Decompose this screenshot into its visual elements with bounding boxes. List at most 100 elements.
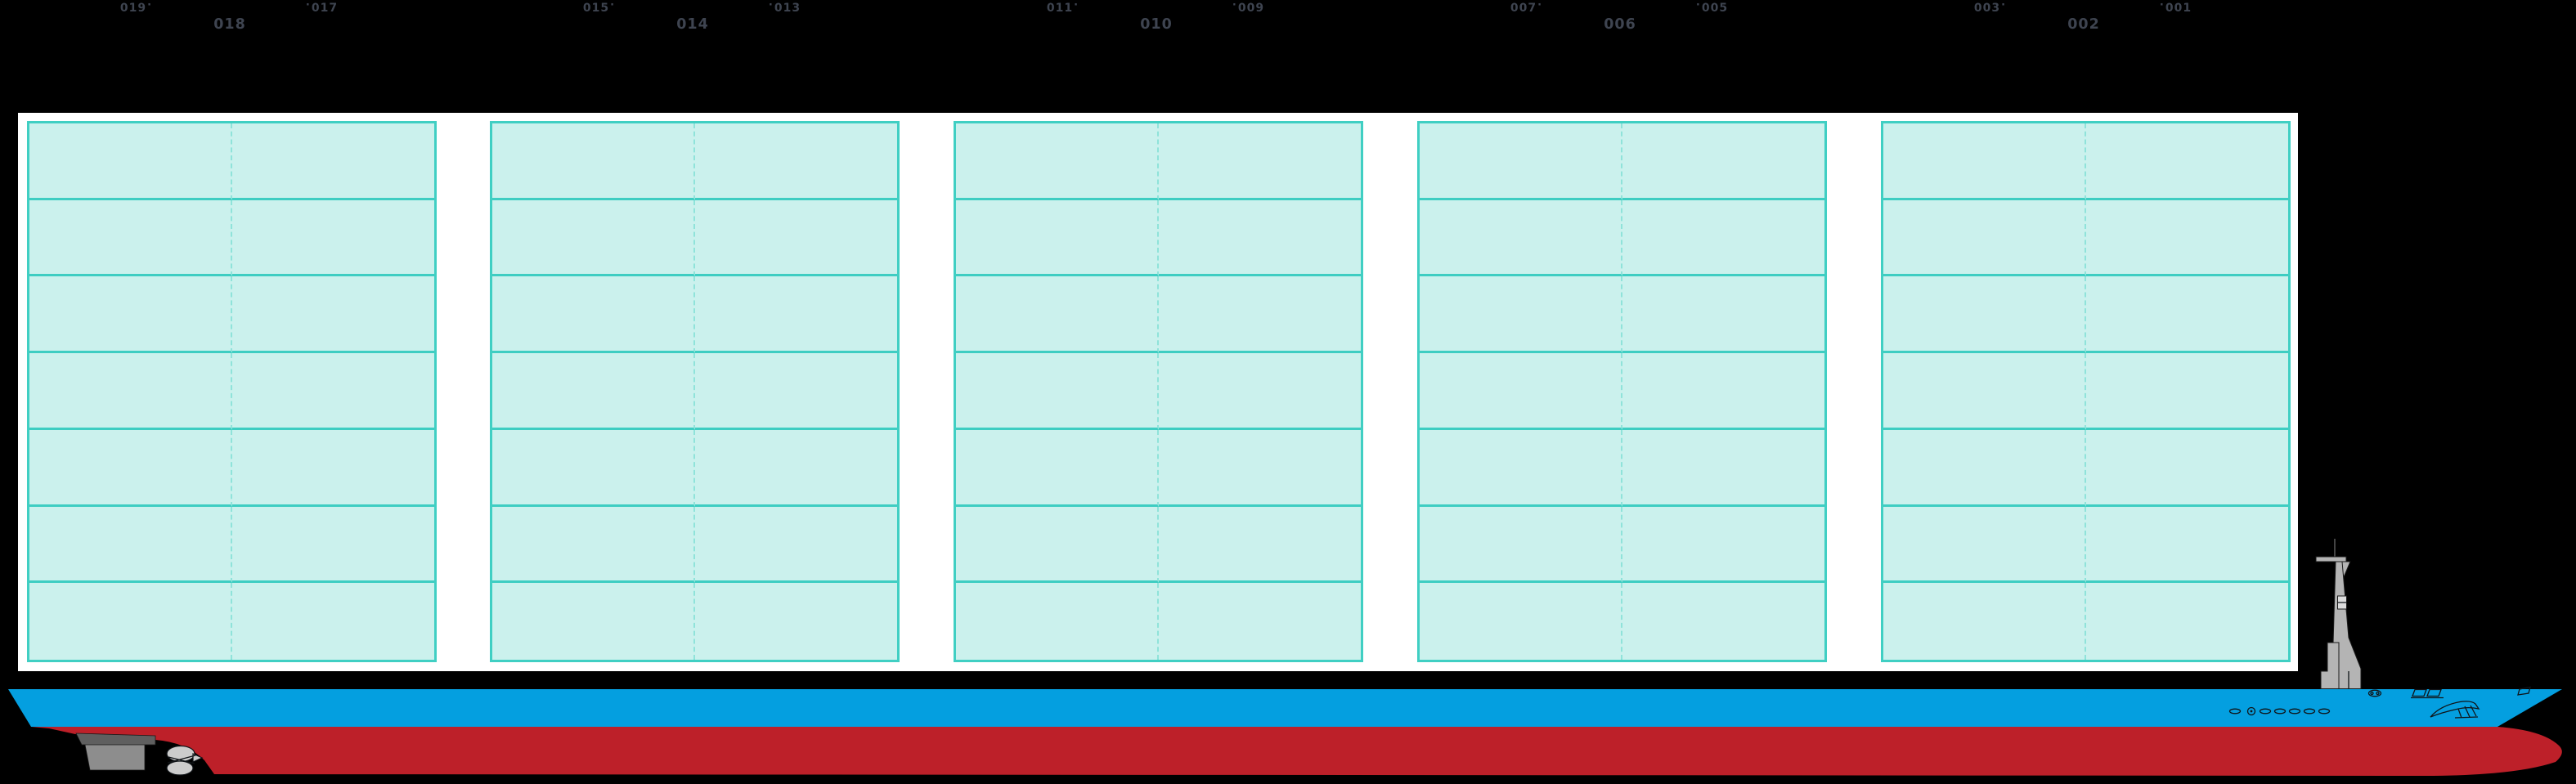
bay-cell[interactable] xyxy=(1158,200,1361,277)
cargo-panel xyxy=(18,113,2298,671)
propeller xyxy=(166,745,204,776)
bay-cell[interactable] xyxy=(29,429,232,507)
mast-base-step xyxy=(2320,642,2340,689)
tick-mark: · xyxy=(305,0,311,11)
bay-cell[interactable] xyxy=(492,353,695,430)
bay-cell[interactable] xyxy=(1883,353,2086,430)
bay-number: 001 xyxy=(2165,2,2192,15)
tick-mark: · xyxy=(1232,0,1237,11)
bay-cell[interactable] xyxy=(492,583,695,660)
bay-cell[interactable] xyxy=(1622,200,1824,277)
bay-cell[interactable] xyxy=(1883,199,2086,277)
bay-cell[interactable] xyxy=(956,199,1159,277)
bay-label-017: ·017 xyxy=(305,0,339,15)
bay-cell[interactable] xyxy=(1883,429,2086,507)
bay-label-013: ·013 xyxy=(768,0,801,15)
bay-cell[interactable] xyxy=(694,507,897,584)
bay-cell[interactable] xyxy=(29,353,232,430)
bay-label-009: ·009 xyxy=(1232,0,1265,15)
bay-cell[interactable] xyxy=(1622,276,1824,354)
bay-cell[interactable] xyxy=(1158,276,1361,354)
bay-label-006: 006 xyxy=(1604,17,1636,32)
bay-cell[interactable] xyxy=(231,200,434,277)
bay-cell[interactable] xyxy=(2085,276,2288,354)
bay-label-014: 014 xyxy=(676,17,709,32)
bay-cell[interactable] xyxy=(2085,507,2288,584)
bay-cell[interactable] xyxy=(956,353,1159,430)
bay-cell[interactable] xyxy=(1158,507,1361,584)
bay-block-010 xyxy=(954,121,1363,662)
bay-cell[interactable] xyxy=(2085,353,2288,430)
windlass-icon xyxy=(2367,689,2382,697)
bay-label-010: 010 xyxy=(1140,17,1173,32)
bay-label-018: 018 xyxy=(213,17,246,32)
bay-cell[interactable] xyxy=(492,276,695,354)
bay-cell[interactable] xyxy=(694,276,897,354)
bay-cell[interactable] xyxy=(492,199,695,277)
bay-cell[interactable] xyxy=(1622,430,1824,507)
bay-cell[interactable] xyxy=(2085,123,2288,200)
bay-cell[interactable] xyxy=(694,200,897,277)
bay-number: 007 xyxy=(1510,2,1537,15)
mooring-winch-icon xyxy=(2246,706,2256,716)
bay-cell[interactable] xyxy=(1420,276,1622,354)
bay-cell[interactable] xyxy=(956,583,1159,660)
propeller-blade-lines xyxy=(167,755,196,764)
tick-mark: · xyxy=(2001,0,2007,11)
bay-cell[interactable] xyxy=(1420,123,1622,200)
bay-cell[interactable] xyxy=(1158,430,1361,507)
bay-cell[interactable] xyxy=(956,123,1159,200)
bay-cell[interactable] xyxy=(2085,200,2288,277)
bay-cell[interactable] xyxy=(231,507,434,584)
bay-cell[interactable] xyxy=(956,429,1159,507)
bay-number: 003 xyxy=(1973,2,2001,15)
deck-hatches xyxy=(2411,688,2444,699)
bay-cell[interactable] xyxy=(231,353,434,430)
bay-cell[interactable] xyxy=(1420,429,1622,507)
bay-number: 009 xyxy=(1237,2,1265,15)
bay-cell[interactable] xyxy=(492,429,695,507)
bay-cell[interactable] xyxy=(956,506,1159,584)
bay-number: 017 xyxy=(311,2,339,15)
bay-number: 010 xyxy=(1140,16,1173,33)
tick-mark: · xyxy=(147,0,153,11)
bay-cell[interactable] xyxy=(231,276,434,354)
bay-labels: 019· 018·017 015· 014·013 011· 010·009 007· 006… xyxy=(0,0,2576,49)
bay-cell[interactable] xyxy=(29,199,232,277)
bay-cell[interactable] xyxy=(231,123,434,200)
bay-cell[interactable] xyxy=(1420,199,1622,277)
bay-cell[interactable] xyxy=(29,583,232,660)
bay-cell[interactable] xyxy=(694,353,897,430)
bay-cell[interactable] xyxy=(1420,583,1622,660)
bay-cell[interactable] xyxy=(1622,353,1824,430)
bay-cell[interactable] xyxy=(231,430,434,507)
bow-flag-icon xyxy=(2517,686,2531,696)
bay-cell[interactable] xyxy=(694,430,897,507)
bay-cell[interactable] xyxy=(694,123,897,200)
bay-cell[interactable] xyxy=(1622,507,1824,584)
bay-cell[interactable] xyxy=(1622,123,1824,200)
bay-cell[interactable] xyxy=(1420,353,1622,430)
bay-cell[interactable] xyxy=(956,276,1159,354)
bay-cell[interactable] xyxy=(1158,353,1361,430)
bay-block-014 xyxy=(490,121,900,662)
bay-cell[interactable] xyxy=(1883,583,2086,660)
bay-number: 018 xyxy=(213,16,246,33)
bay-cell[interactable] xyxy=(29,506,232,584)
bay-cell[interactable] xyxy=(492,506,695,584)
hull-underwater xyxy=(31,727,2562,776)
bay-cell[interactable] xyxy=(1883,506,2086,584)
bay-cell[interactable] xyxy=(1420,506,1622,584)
bay-cell[interactable] xyxy=(1883,123,2086,200)
bay-number: 011 xyxy=(1046,2,1074,15)
bay-cell[interactable] xyxy=(2085,430,2288,507)
bay-block-006 xyxy=(1417,121,1827,662)
bay-label-007: 007· xyxy=(1510,0,1543,15)
bay-cell[interactable] xyxy=(29,123,232,200)
bay-cell[interactable] xyxy=(1158,123,1361,200)
bay-cell[interactable] xyxy=(29,276,232,354)
rudder xyxy=(75,732,156,771)
bay-cell[interactable] xyxy=(1883,276,2086,354)
bay-block-002 xyxy=(1881,121,2291,662)
bay-cell[interactable] xyxy=(492,123,695,200)
